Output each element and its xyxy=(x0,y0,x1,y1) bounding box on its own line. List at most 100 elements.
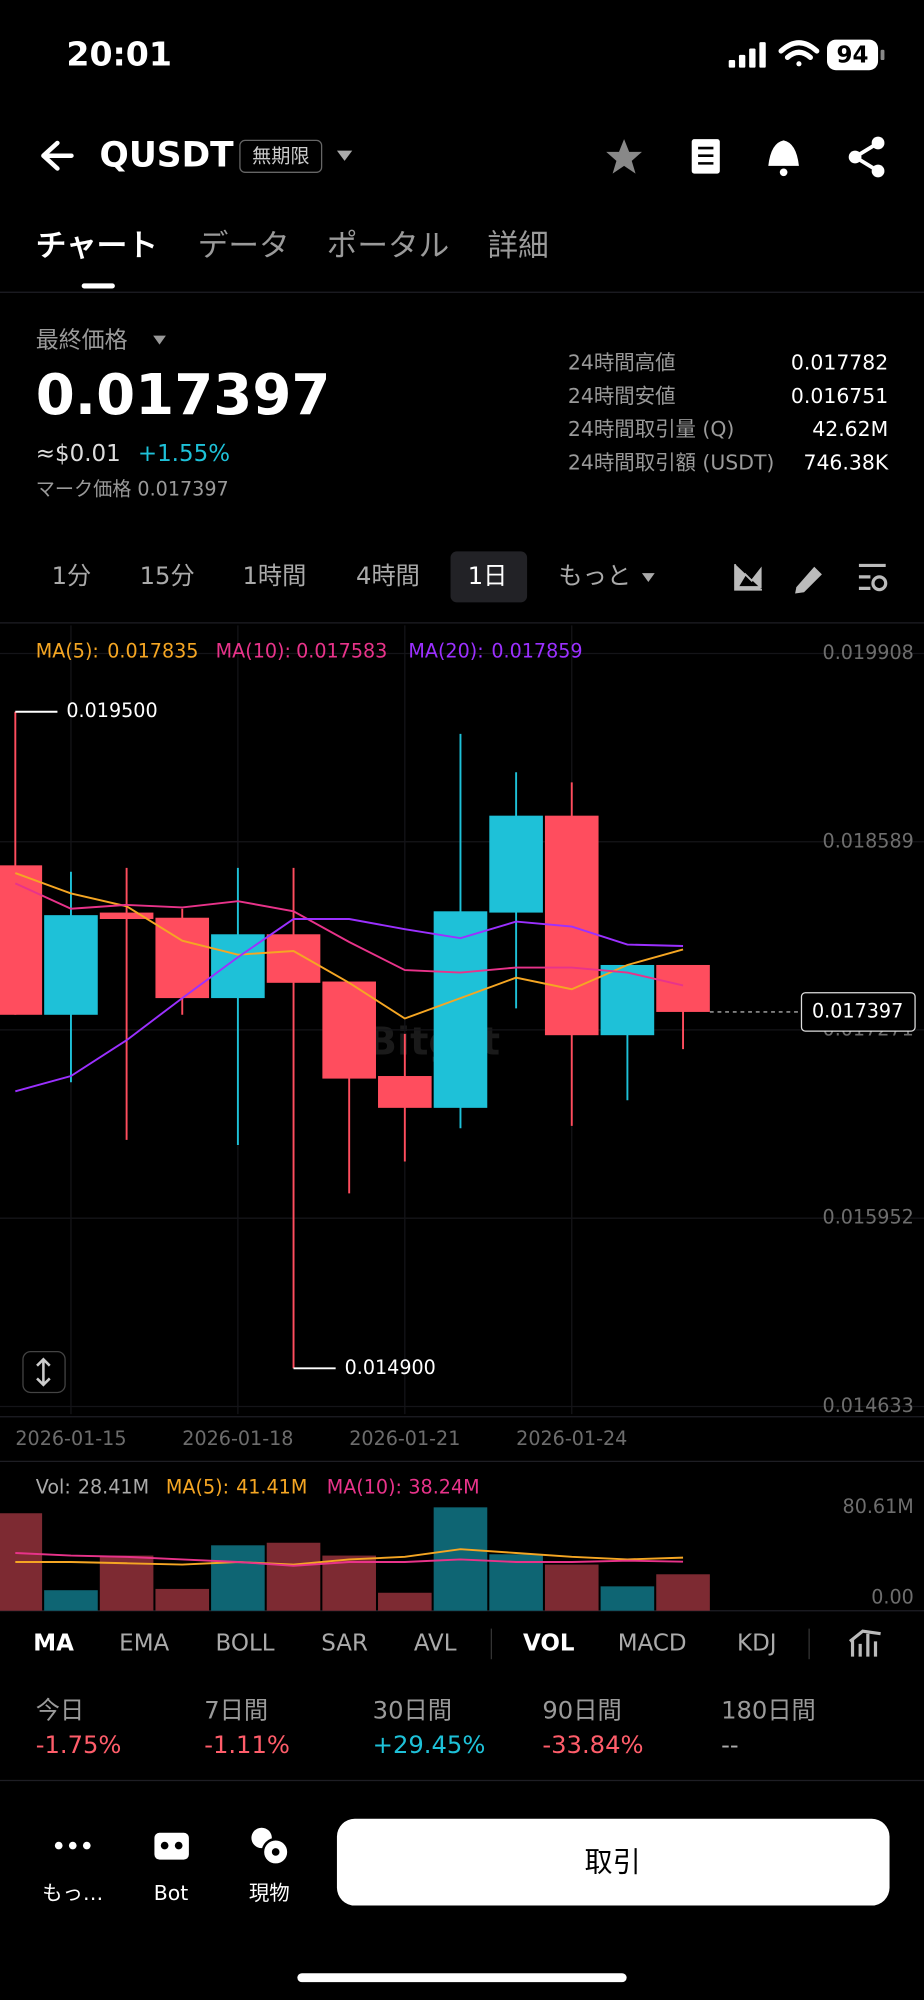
period: 180日間 xyxy=(721,1696,816,1725)
indicator[interactable]: KDJ xyxy=(737,1630,777,1656)
interval[interactable]: もっと xyxy=(558,561,631,590)
ma-legend-value: 0.017835 xyxy=(107,640,198,663)
x-tick-label: 2026-01-21 xyxy=(349,1427,460,1450)
tab[interactable]: チャート xyxy=(36,229,158,264)
candle-body xyxy=(600,964,655,1036)
notes-icon[interactable] xyxy=(691,139,720,174)
symbol-dropdown[interactable] xyxy=(336,150,353,161)
tag-box xyxy=(239,139,323,173)
x-tick-label: 2026-01-24 xyxy=(516,1427,627,1450)
chart-type-icon[interactable] xyxy=(734,564,762,591)
volume-bar xyxy=(378,1592,432,1611)
interval[interactable]: 1分 xyxy=(52,561,92,590)
ma-line xyxy=(15,1552,684,1567)
volume-ma-value: 38.24M xyxy=(408,1476,479,1499)
ma-line xyxy=(14,872,684,1020)
interval[interactable]: 4時間 xyxy=(356,561,420,590)
volume-tick-label: 80.61M xyxy=(843,1495,914,1518)
volume-ma-name: MA(5): xyxy=(166,1476,229,1499)
scale-toggle-icon xyxy=(36,1357,51,1387)
x-tick-label: 2026-01-15 xyxy=(15,1427,126,1450)
more-dropdown[interactable] xyxy=(641,573,655,583)
period: 7日間 xyxy=(204,1696,268,1725)
stat-value: 746.38K xyxy=(803,450,888,474)
y-tick-label: 0.019908 xyxy=(823,641,914,664)
ma-legend-name: MA(10): xyxy=(216,640,291,663)
more-label[interactable]: もっ… xyxy=(42,1881,103,1905)
bot-label[interactable]: Bot xyxy=(154,1881,188,1905)
indicator[interactable]: BOLL xyxy=(216,1630,275,1656)
more-icon[interactable] xyxy=(54,1841,91,1850)
price-dropdown[interactable] xyxy=(153,335,166,345)
wifi-icon xyxy=(778,40,820,67)
indicator[interactable]: AVL xyxy=(414,1630,457,1656)
interval[interactable]: 1時間 xyxy=(242,561,306,590)
favorite-icon[interactable] xyxy=(606,139,642,174)
stat-value: 42.62M xyxy=(812,417,888,441)
draw-icon[interactable] xyxy=(795,566,822,594)
indicator[interactable]: VOL xyxy=(523,1630,575,1656)
indicator[interactable]: MACD xyxy=(618,1630,687,1656)
share-icon[interactable] xyxy=(848,136,885,178)
trade-button[interactable] xyxy=(336,1818,890,1906)
alert-icon[interactable] xyxy=(768,140,799,177)
candle-body xyxy=(433,911,488,1108)
bot-icon[interactable] xyxy=(154,1832,189,1860)
candle-body xyxy=(378,1076,432,1108)
candle-body xyxy=(99,912,154,920)
y-tick-label: 0.015952 xyxy=(823,1206,914,1229)
indicator[interactable]: EMA xyxy=(119,1630,169,1656)
tab[interactable]: ポータル xyxy=(327,229,450,264)
volume-legend-name: Vol: xyxy=(36,1476,71,1499)
interval[interactable]: 15分 xyxy=(140,561,195,590)
spot-icon[interactable] xyxy=(251,1827,290,1866)
period-change: +29.45% xyxy=(373,1730,486,1759)
price-change: +1.55% xyxy=(138,441,230,467)
symbol[interactable]: QUSDT xyxy=(100,135,235,175)
stat-value: 0.016751 xyxy=(791,384,888,408)
indicator[interactable]: SAR xyxy=(321,1630,368,1656)
scale-toggle[interactable] xyxy=(22,1350,66,1394)
last-price-label: 0.017397 xyxy=(812,999,903,1022)
battery xyxy=(827,39,879,71)
indicator-settings[interactable] xyxy=(848,1629,881,1657)
last-price-tag xyxy=(800,992,916,1032)
volume-ma-value: 41.41M xyxy=(236,1476,307,1499)
volume-bar xyxy=(266,1542,321,1611)
volume-bar xyxy=(489,1554,543,1611)
candle-body xyxy=(656,964,710,1012)
period: 90日間 xyxy=(542,1696,621,1725)
clock: 20:01 xyxy=(66,35,172,74)
candle-body xyxy=(0,865,43,1015)
extreme-label: 0.014900 xyxy=(345,1356,436,1379)
settings-icon[interactable] xyxy=(858,563,888,592)
ma-legend-name: MA(5): xyxy=(36,640,99,663)
price-label: 最終価格 xyxy=(36,327,128,353)
tab[interactable]: データ xyxy=(198,229,290,264)
candle-body xyxy=(266,934,321,983)
period-change: -1.11% xyxy=(204,1730,290,1759)
period: 今日 xyxy=(36,1696,84,1725)
indicator[interactable]: MA xyxy=(33,1630,74,1656)
volume-bar xyxy=(211,1545,265,1611)
ma-line xyxy=(15,1548,684,1566)
spot-label[interactable]: 現物 xyxy=(249,1881,290,1905)
tab[interactable]: 詳細 xyxy=(488,229,549,264)
stat-label: 24時間取引量 (Q) xyxy=(568,417,734,441)
volume-bar xyxy=(155,1588,210,1611)
period-change: -1.75% xyxy=(36,1730,122,1759)
active-interval xyxy=(450,551,528,603)
signal-icon xyxy=(728,42,766,68)
period-change: -33.84% xyxy=(542,1730,643,1759)
ma-legend-value: 0.017859 xyxy=(491,640,582,663)
interval[interactable]: 1日 xyxy=(468,561,508,590)
ma-line xyxy=(14,882,684,987)
back-button[interactable] xyxy=(41,140,74,171)
stat-label: 24時間高値 xyxy=(568,351,676,375)
volume-bar xyxy=(544,1564,599,1611)
candle-body xyxy=(44,915,98,1015)
y-tick-label: 0.018589 xyxy=(823,829,914,852)
tab-indicator xyxy=(81,283,115,289)
usd-price: ≈$0.01 xyxy=(36,441,121,467)
